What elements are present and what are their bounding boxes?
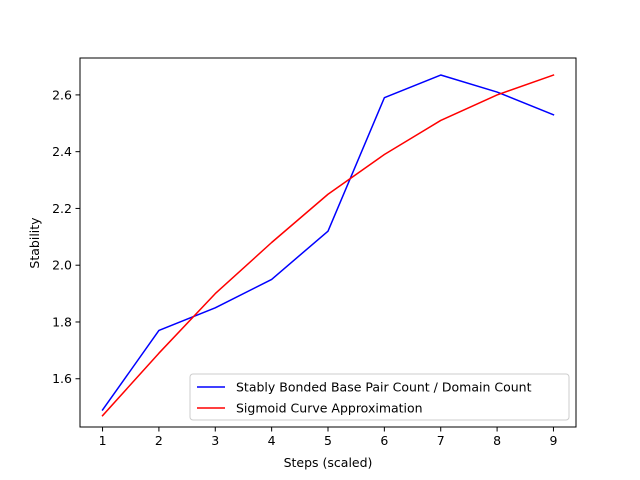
y-tick-label: 2.2 [52,201,72,216]
x-tick-label: 6 [380,433,388,448]
x-axis-label: Steps (scaled) [284,455,373,470]
x-axis-ticks: 1 2 3 4 5 6 7 8 9 [99,427,557,448]
series-layer [101,74,555,417]
y-tick-label: 2.0 [52,258,72,273]
x-tick-label: 8 [493,433,501,448]
x-tick-label: 1 [99,433,107,448]
legend-box [189,373,570,421]
x-tick-label: 3 [211,433,219,448]
legend: Stably Bonded Base Pair Count / Domain C… [189,373,570,421]
x-tick-label: 7 [437,433,445,448]
series-line-1 [101,74,555,412]
x-tick-label: 9 [549,433,557,448]
x-tick-label: 5 [324,433,332,448]
x-tick-label: 2 [155,433,163,448]
y-tick-label: 2.4 [52,144,72,159]
y-axis-ticks: 1.6 1.8 2.0 2.2 2.4 2.6 [52,87,80,386]
series-line-2 [101,74,555,417]
y-tick-label: 2.6 [52,87,72,102]
y-tick-label: 1.6 [52,371,72,386]
legend-label-1: Stably Bonded Base Pair Count / Domain C… [236,380,532,395]
axes-frame [79,57,577,428]
x-tick-label: 4 [268,433,276,448]
y-axis-label: Stability [27,217,42,269]
y-tick-label: 1.8 [52,314,72,329]
legend-label-2: Sigmoid Curve Approximation [236,401,423,416]
